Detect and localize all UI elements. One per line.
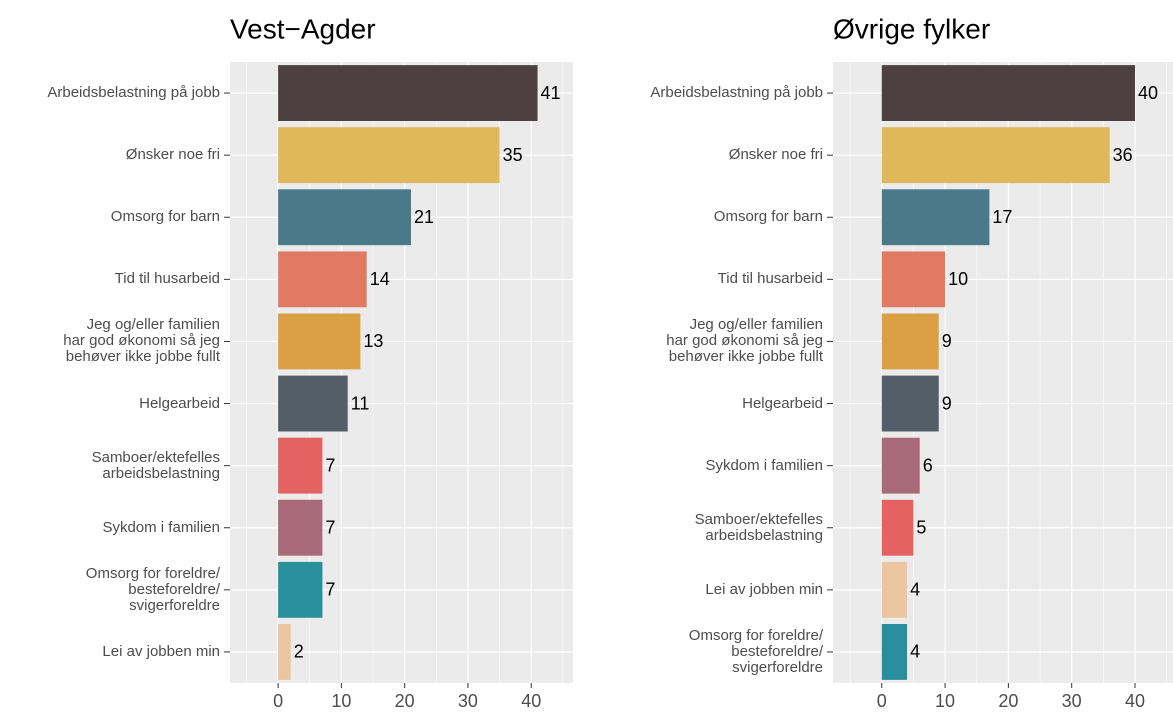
x-tick-label: 0	[877, 691, 887, 711]
bar	[881, 561, 908, 618]
bar	[881, 127, 1110, 184]
bar	[278, 375, 348, 432]
value-label: 4	[910, 580, 920, 600]
x-tick-label: 20	[395, 691, 415, 711]
x-tick-label: 20	[998, 691, 1018, 711]
value-label: 7	[325, 455, 335, 475]
y-tick-label: Omsorg for barn	[110, 208, 220, 226]
value-label: 41	[541, 83, 561, 103]
y-tick-label: Sykdom i familien	[102, 518, 220, 536]
bar	[881, 375, 939, 432]
x-tick-label: 40	[521, 691, 541, 711]
y-tick-label: Ønsker noe fri	[125, 146, 220, 164]
y-tick-label: Samboer/ektefelles arbeidsbelastning	[694, 510, 823, 544]
value-label: 5	[916, 518, 926, 538]
bar	[881, 65, 1136, 121]
bar	[278, 499, 323, 556]
bar	[278, 313, 361, 370]
x-tick-label: 10	[935, 691, 955, 711]
y-tick-label: Omsorg for foreldre/ besteforeldre/ svig…	[85, 564, 220, 614]
bar	[278, 251, 367, 308]
value-label: 17	[992, 207, 1012, 227]
value-label: 36	[1113, 145, 1133, 165]
y-tick-label: Sykdom i familien	[705, 456, 823, 474]
bar	[881, 624, 908, 680]
y-tick-label: Jeg og/eller familien har god økonomi så…	[666, 316, 823, 366]
value-label: 7	[325, 518, 335, 538]
bar	[881, 437, 920, 494]
y-tick-label: Arbeidsbelastning på jobb	[650, 84, 823, 102]
value-label: 11	[351, 393, 370, 413]
value-label: 9	[942, 331, 952, 351]
bar	[278, 437, 323, 494]
y-tick-label: Jeg og/eller familien har god økonomi så…	[63, 316, 220, 366]
bar	[278, 65, 538, 121]
bar	[881, 499, 914, 556]
bar	[278, 127, 500, 184]
value-label: 2	[294, 642, 304, 662]
value-label: 10	[948, 269, 968, 289]
value-label: 13	[363, 331, 383, 351]
value-label: 9	[942, 393, 952, 413]
y-tick-label: Lei av jobben min	[102, 642, 220, 660]
bar	[881, 251, 946, 308]
value-label: 35	[503, 145, 523, 165]
value-label: 21	[414, 207, 434, 227]
chart-title: Vest−Agder	[230, 13, 376, 44]
x-tick-label: 40	[1125, 691, 1145, 711]
x-tick-label: 30	[458, 691, 478, 711]
y-tick-label: Tid til husarbeid	[114, 270, 220, 288]
bar	[881, 189, 990, 246]
y-tick-label: Helgearbeid	[742, 394, 823, 412]
x-tick-label: 0	[273, 691, 283, 711]
chart-title: Øvrige fylker	[833, 13, 990, 44]
bar	[278, 189, 411, 246]
bar	[278, 561, 323, 618]
value-label: 40	[1138, 83, 1158, 103]
y-tick-label: Omsorg for barn	[713, 208, 823, 226]
value-label: 14	[370, 269, 390, 289]
bar	[278, 624, 291, 680]
value-label: 7	[325, 580, 335, 600]
y-tick-label: Helgearbeid	[139, 394, 220, 412]
x-tick-label: 30	[1062, 691, 1082, 711]
x-tick-label: 10	[331, 691, 351, 711]
bar	[881, 313, 939, 370]
y-tick-label: Tid til husarbeid	[717, 270, 823, 288]
y-tick-label: Samboer/ektefelles arbeidsbelastning	[91, 448, 220, 482]
y-tick-label: Arbeidsbelastning på jobb	[47, 84, 220, 102]
y-tick-label: Lei av jobben min	[705, 580, 823, 598]
y-tick-label: Ønsker noe fri	[728, 146, 823, 164]
value-label: 6	[923, 455, 933, 475]
value-label: 4	[910, 642, 920, 662]
y-tick-label: Omsorg for foreldre/ besteforeldre/ svig…	[688, 626, 823, 676]
